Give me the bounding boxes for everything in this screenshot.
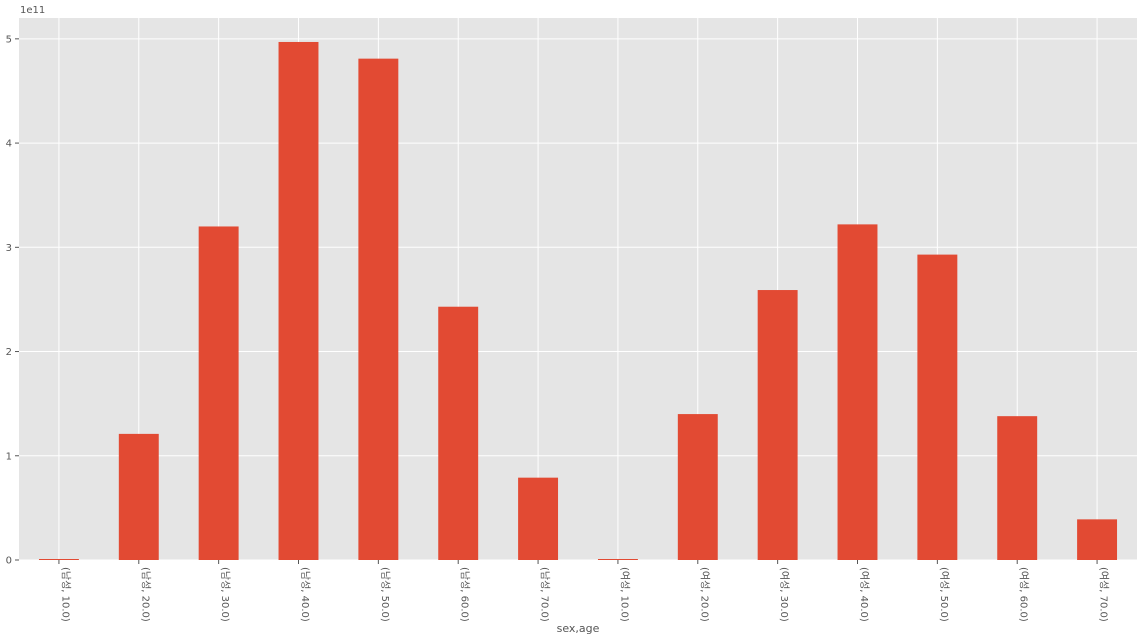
x-tick-label: (여성, 60.0) — [1018, 567, 1030, 622]
bar — [38, 559, 79, 560]
x-tick-label: (여성, 20.0) — [698, 567, 710, 622]
bar — [917, 254, 958, 560]
y-tick-label: 5 — [6, 34, 12, 45]
x-tick-label: (남성, 70.0) — [539, 567, 551, 622]
x-tick-label: (여성, 10.0) — [618, 567, 630, 622]
y-tick-label: 1 — [6, 451, 12, 462]
bar — [677, 414, 718, 560]
x-tick-label: (여성, 30.0) — [778, 567, 790, 622]
bar — [518, 477, 559, 560]
bar — [997, 416, 1038, 560]
x-tick-label: (여성, 40.0) — [858, 567, 870, 622]
y-tick-label: 0 — [6, 556, 12, 567]
y-axis: 0 1 2 3 4 5 — [6, 34, 19, 567]
bar — [118, 433, 159, 560]
y-tick-label: 3 — [6, 243, 12, 254]
x-tick-label: (남성, 50.0) — [379, 567, 391, 622]
x-tick-label: (남성, 20.0) — [139, 567, 151, 622]
bar — [757, 290, 798, 560]
x-tick-label: (남성, 60.0) — [459, 567, 471, 622]
x-axis: (남성, 10.0) (남성, 20.0) (남성, 30.0) (남성, 40.0)… — [58, 560, 1110, 622]
x-tick-label: (남성, 40.0) — [299, 567, 311, 622]
y-tick-label: 4 — [6, 139, 12, 150]
x-tick-label: (여성, 50.0) — [938, 567, 950, 622]
x-tick-label: (여성, 70.0) — [1098, 567, 1110, 622]
bar — [438, 306, 479, 560]
x-tick-label: (남성, 30.0) — [219, 567, 231, 622]
y-tick-label: 2 — [6, 347, 12, 358]
bar — [1077, 519, 1118, 560]
bar — [597, 559, 638, 560]
bar — [278, 41, 319, 560]
plot-area — [19, 18, 1137, 560]
bar — [198, 226, 239, 560]
x-tick-label: (남성, 10.0) — [59, 567, 71, 622]
bar — [358, 58, 399, 561]
y-offset-label: 1e11 — [20, 5, 45, 16]
bar — [837, 224, 878, 560]
x-axis-label: sex,age — [557, 622, 600, 635]
bars — [38, 41, 1118, 561]
